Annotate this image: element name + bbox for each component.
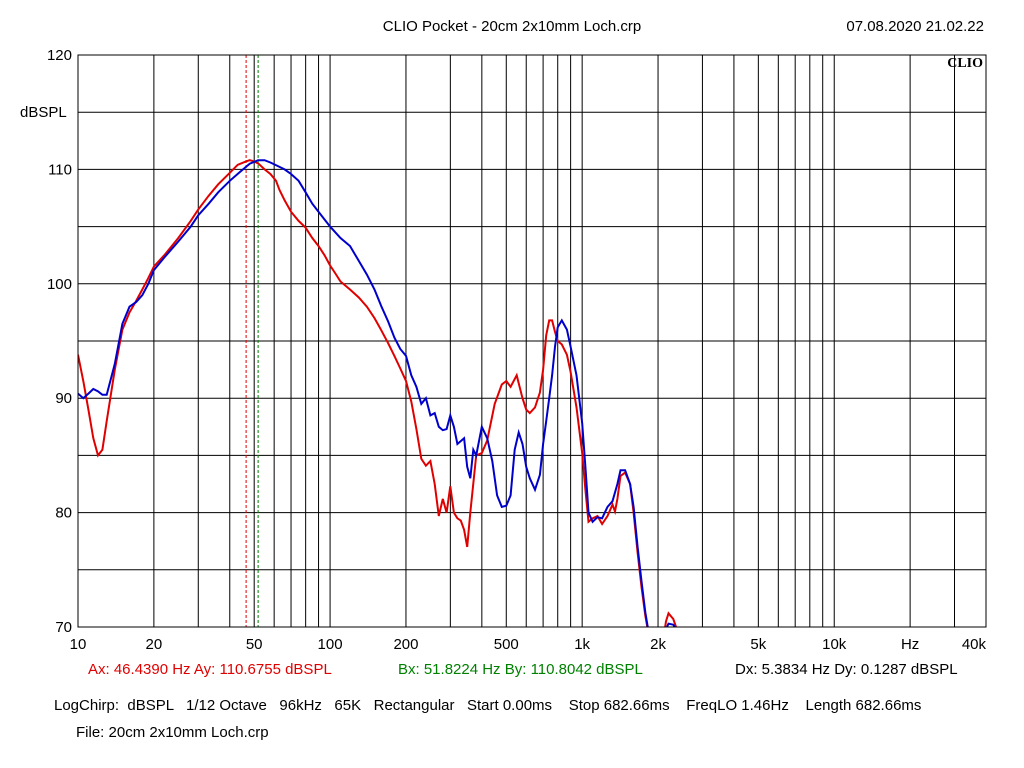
x-tick-label: 1k xyxy=(574,636,590,653)
y-tick-label: 100 xyxy=(47,276,72,293)
chart-title: CLIO Pocket - 20cm 2x10mm Loch.crp xyxy=(382,18,642,35)
cursor-b-readout: Bx: 51.8224 Hz By: 110.8042 dBSPL xyxy=(398,661,643,678)
response-curve-2 xyxy=(78,159,676,627)
cursor-a-readout: Ax: 46.4390 Hz Ay: 110.6755 dBSPL xyxy=(88,661,332,678)
clio-logo: CLIO xyxy=(947,56,983,71)
y-tick-label: 120 xyxy=(47,47,72,64)
y-tick-label: 90 xyxy=(55,390,72,407)
x-tick-label: 40k xyxy=(962,636,987,653)
x-tick-label: 20 xyxy=(146,636,163,653)
x-tick-label: 5k xyxy=(750,636,766,653)
response-curves xyxy=(78,159,678,627)
x-unit-label: Hz xyxy=(901,636,919,653)
x-tick-label: 50 xyxy=(246,636,263,653)
y-tick-label: 80 xyxy=(55,505,72,522)
measurement-datetime: 07.08.2020 21.02.22 xyxy=(846,18,984,35)
x-tick-label: 10 xyxy=(70,636,87,653)
cursor-lines xyxy=(245,55,259,627)
x-tick-label: 200 xyxy=(393,636,418,653)
y-tick-label: 110 xyxy=(48,161,72,178)
x-tick-label: 10k xyxy=(822,636,847,653)
cursor-delta-readout: Dx: 5.3834 Hz Dy: 0.1287 dBSPL xyxy=(735,661,958,678)
y-tick-label: 70 xyxy=(55,619,72,636)
plot-grid xyxy=(78,55,986,627)
x-tick-label: 100 xyxy=(318,636,343,653)
plot-frame xyxy=(77,54,987,628)
x-tick-label: 2k xyxy=(650,636,666,653)
measurement-settings: LogChirp: dBSPL 1/12 Octave 96kHz 65K Re… xyxy=(54,697,922,714)
file-name: File: 20cm 2x10mm Loch.crp xyxy=(76,724,269,741)
response-curve-1 xyxy=(78,159,678,627)
y-axis-label: dBSPL xyxy=(20,104,67,121)
x-tick-label: 500 xyxy=(494,636,519,653)
